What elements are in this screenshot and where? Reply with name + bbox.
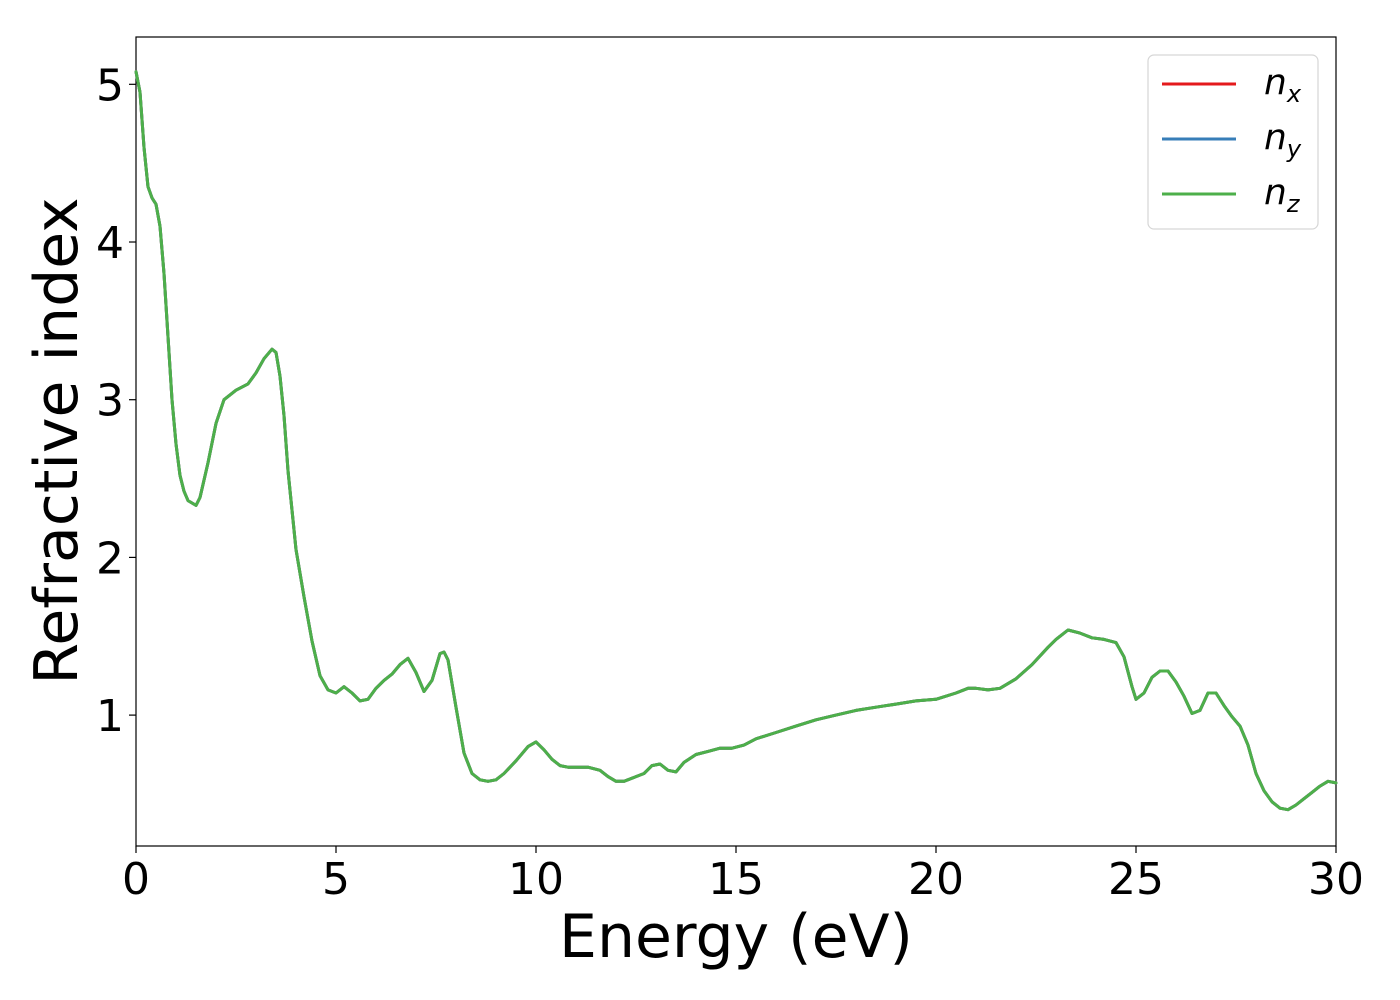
x-tick-label: 25 — [1108, 854, 1164, 905]
legend-label-n-x: nx — [1264, 62, 1302, 108]
y-tick-label: 1 — [96, 691, 124, 742]
y-axis-title: Refractive index — [22, 197, 92, 684]
y-tick-label: 3 — [96, 376, 124, 427]
series-line-n-z — [134, 70, 1338, 812]
y-tick-label: 4 — [96, 218, 124, 269]
legend-label-n-z: nz — [1264, 172, 1301, 218]
x-tick-label: 5 — [322, 854, 350, 905]
legend-label-main: n — [1264, 172, 1287, 213]
legend-box — [1147, 54, 1319, 230]
x-tick-label: 15 — [708, 854, 764, 905]
y-tick-label: 5 — [96, 60, 124, 111]
legend-label-main: n — [1264, 117, 1287, 158]
x-tick-label: 20 — [908, 854, 964, 905]
legend-label-n-y: ny — [1264, 117, 1302, 163]
legend-label-subscript: y — [1286, 135, 1302, 163]
x-tick-label: 30 — [1308, 854, 1364, 905]
x-axis-ticks: 0 5 10 15 20 25 30 — [122, 846, 1364, 905]
y-tick-label: 2 — [96, 533, 124, 584]
legend-label-subscript: z — [1286, 190, 1301, 218]
x-tick-label: 0 — [122, 854, 150, 905]
x-axis-title: Energy (eV) — [559, 902, 913, 972]
series-lines — [134, 70, 1338, 812]
legend-label-main: n — [1264, 62, 1287, 103]
legend-label-subscript: x — [1286, 80, 1302, 108]
x-tick-label: 10 — [508, 854, 564, 905]
y-axis-ticks: 1 2 3 4 5 — [96, 60, 136, 742]
